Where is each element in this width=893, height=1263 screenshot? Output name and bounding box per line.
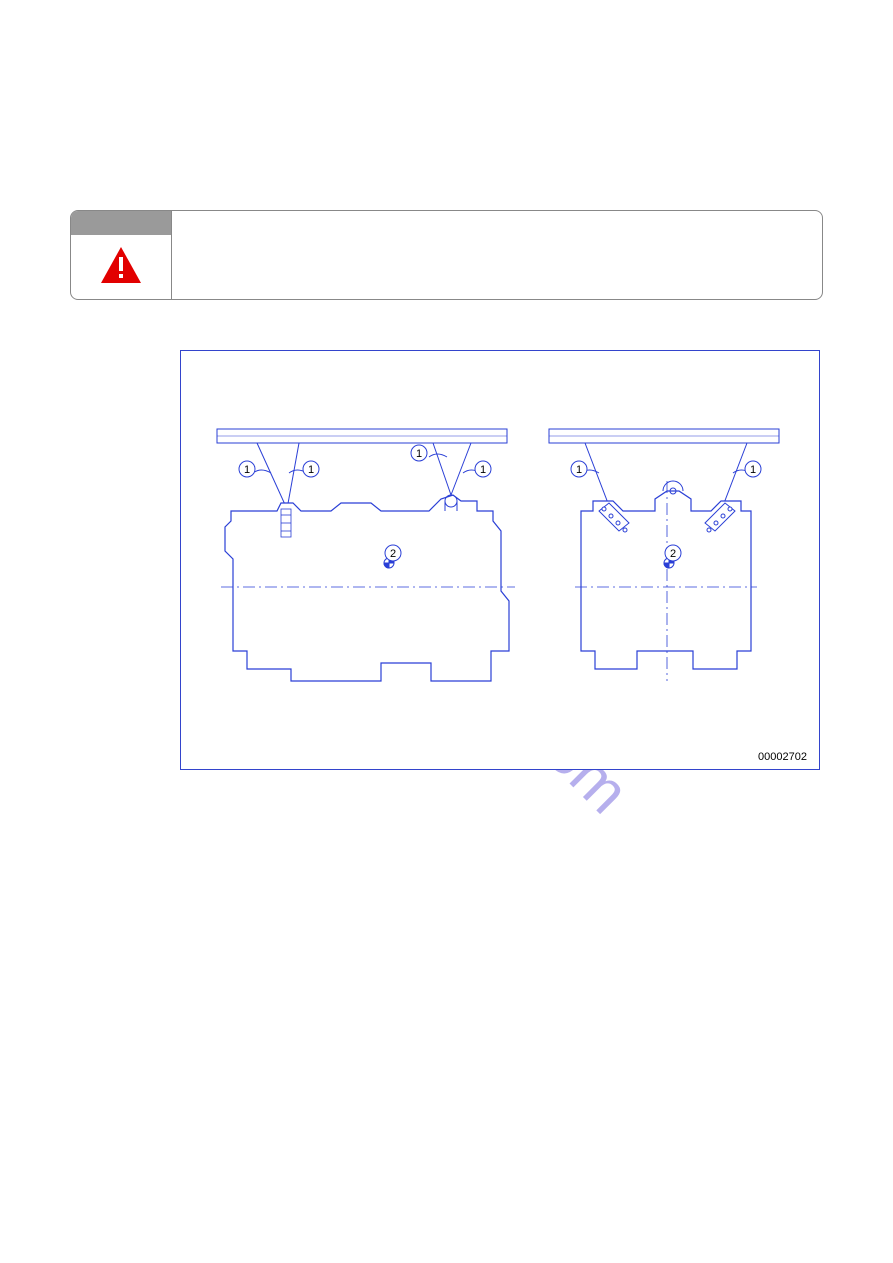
svg-text:1: 1	[576, 464, 582, 476]
svg-text:1: 1	[244, 464, 250, 476]
warning-divider	[171, 211, 172, 299]
svg-text:1: 1	[308, 464, 314, 476]
svg-text:1: 1	[416, 448, 422, 460]
right-spreader-beam	[549, 429, 779, 443]
svg-text:1: 1	[750, 464, 756, 476]
figure-frame: 1 1 1 1 2 1 1 2 00002702	[180, 350, 820, 770]
svg-text:1: 1	[480, 464, 486, 476]
svg-text:2: 2	[670, 548, 676, 560]
figure-id: 00002702	[758, 751, 807, 763]
left-engine-outline	[221, 495, 515, 681]
warning-tab	[71, 211, 171, 235]
right-engine-outline	[575, 481, 757, 681]
svg-text:2: 2	[390, 548, 396, 560]
warning-triangle-icon	[99, 245, 143, 285]
left-spreader-beam	[217, 429, 507, 443]
page: manualshive.com	[0, 0, 893, 1263]
warning-box	[70, 210, 823, 300]
figure-svg: 1 1 1 1 2 1 1 2	[181, 351, 819, 769]
